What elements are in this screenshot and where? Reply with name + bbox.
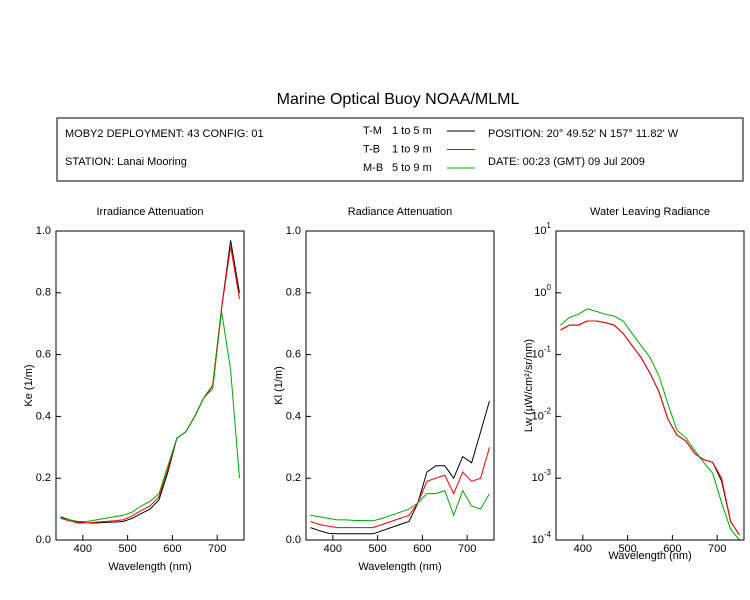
- figure-title: Marine Optical Buoy NOAA/MLML: [277, 91, 520, 108]
- x-tick-label: 700: [708, 543, 726, 555]
- position: POSITION: 20° 49.52' N 157° 11.82' W: [488, 128, 679, 140]
- x-tick-label: 400: [574, 543, 592, 555]
- x-tick-label: 600: [663, 543, 681, 555]
- y-tick-label: 101: [534, 221, 551, 237]
- y-tick-label: 0.6: [286, 349, 301, 361]
- x-tick-label: 500: [368, 543, 386, 555]
- y-tick-label: 10-1: [532, 345, 552, 361]
- legend-depth: 1 to 9 m: [392, 143, 432, 155]
- y-tick-base: 10: [534, 287, 546, 299]
- plot-frame: [305, 230, 495, 541]
- y-tick-base: 10: [532, 410, 544, 422]
- y-tick-exponent: -2: [544, 407, 552, 416]
- y-tick-label: 10-3: [532, 468, 552, 484]
- series-line: [60, 311, 240, 522]
- y-tick-exponent: 0: [547, 283, 552, 292]
- y-tick-base: 10: [534, 225, 546, 237]
- plot-frame: [555, 230, 745, 541]
- panel-title: Radiance Attenuation: [348, 206, 453, 218]
- x-axis-label: Wavelength (nm): [358, 561, 441, 573]
- legend-name: T-M: [363, 125, 382, 137]
- plot-frame: [55, 230, 245, 541]
- y-axis-label: Ke (1/m): [23, 364, 35, 406]
- y-tick-label: 0.6: [36, 349, 51, 361]
- y-tick-exponent: 1: [547, 221, 552, 230]
- deployment: MOBY2 DEPLOYMENT: 43 CONFIG: 01: [65, 128, 264, 140]
- panel-title: Water Leaving Radiance: [590, 206, 710, 218]
- info-box: [56, 117, 744, 182]
- x-tick-label: 400: [74, 543, 92, 555]
- y-tick-label: 0.0: [36, 534, 51, 546]
- y-axis-label: Lw (µW/cm²/sr/nm): [523, 339, 535, 432]
- y-tick-label: 100: [534, 283, 551, 299]
- station: STATION: Lanai Mooring: [65, 156, 187, 168]
- x-tick-label: 600: [413, 543, 431, 555]
- y-tick-exponent: -4: [544, 530, 552, 539]
- y-tick-label: 1.0: [36, 225, 51, 237]
- x-axis-label: Wavelength (nm): [608, 550, 691, 562]
- y-tick-label: 0.8: [286, 287, 301, 299]
- series-line: [560, 320, 740, 536]
- series-line: [60, 246, 240, 524]
- y-tick-label: 0.0: [286, 534, 301, 546]
- y-tick-label: 0.2: [36, 472, 51, 484]
- y-tick-base: 10: [532, 349, 544, 361]
- series-line: [560, 308, 740, 540]
- y-tick-base: 10: [532, 472, 544, 484]
- legend-name: T-B: [363, 143, 380, 155]
- series-line: [310, 447, 490, 529]
- y-tick-label: 0.4: [36, 410, 51, 422]
- series-line: [560, 320, 740, 536]
- series-line: [310, 489, 490, 522]
- date: DATE: 00:23 (GMT) 09 Jul 2009: [488, 156, 645, 168]
- y-tick-exponent: -3: [544, 468, 552, 477]
- y-tick-label: 10-4: [532, 530, 552, 546]
- legend-name: M-B: [363, 162, 383, 174]
- y-tick-base: 10: [532, 534, 544, 546]
- legend-depth: 5 to 9 m: [392, 162, 432, 174]
- series-line: [310, 400, 490, 535]
- legend-depth: 1 to 5 m: [392, 125, 432, 137]
- y-tick-label: 0.2: [286, 472, 301, 484]
- y-axis-label: Kl (1/m): [273, 366, 285, 405]
- y-tick-label: 0.4: [286, 410, 301, 422]
- x-tick-label: 500: [618, 543, 636, 555]
- x-axis-label: Wavelength (nm): [108, 561, 191, 573]
- y-tick-label: 1.0: [286, 225, 301, 237]
- y-tick-label: 10-2: [532, 407, 552, 423]
- y-tick-label: 0.8: [36, 287, 51, 299]
- y-tick-exponent: -1: [544, 345, 552, 354]
- x-tick-label: 700: [208, 543, 226, 555]
- x-tick-label: 700: [458, 543, 476, 555]
- x-tick-label: 400: [324, 543, 342, 555]
- x-tick-label: 600: [163, 543, 181, 555]
- panel-title: Irradiance Attenuation: [96, 206, 203, 218]
- x-tick-label: 500: [118, 543, 136, 555]
